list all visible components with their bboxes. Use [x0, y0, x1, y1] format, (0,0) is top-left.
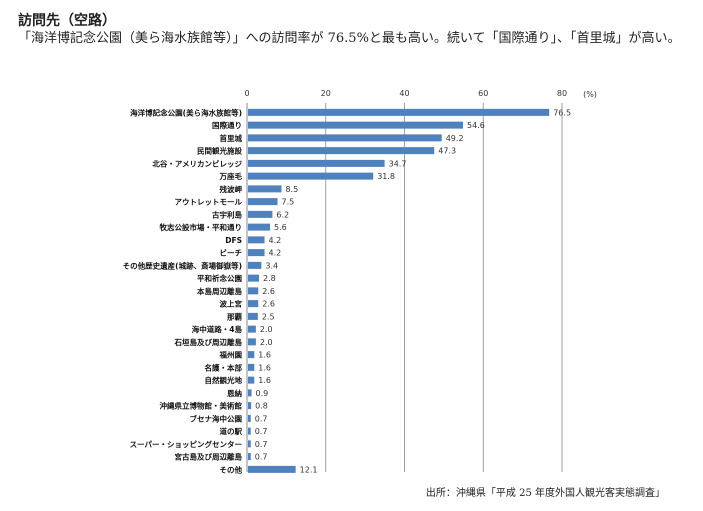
category-label: 国際通り — [212, 120, 242, 130]
category-label: 道の駅 — [220, 426, 243, 436]
data-label: 2.6 — [262, 287, 275, 296]
category-label: 牧志公設市場・平和通り — [160, 222, 243, 232]
bar — [248, 198, 278, 206]
data-label: 49.2 — [446, 134, 464, 143]
category-label: 残波岬 — [220, 184, 243, 194]
bar — [248, 414, 251, 422]
category-label: ブセナ海中公園 — [190, 413, 243, 423]
category-label: 民間観光施設 — [197, 146, 242, 156]
data-label: 0.7 — [255, 440, 268, 449]
category-label: 古宇利島 — [212, 209, 242, 219]
data-label: 8.5 — [285, 185, 298, 194]
category-label: その他 — [220, 464, 243, 474]
category-label: 恩納 — [227, 388, 242, 398]
category-label: 波上宮 — [220, 299, 243, 309]
data-label: 2.8 — [263, 274, 276, 283]
bar — [248, 147, 435, 155]
bar — [248, 121, 463, 129]
bar — [248, 325, 256, 333]
data-label: 6.2 — [276, 210, 289, 219]
bar — [248, 134, 442, 142]
bar — [248, 300, 259, 308]
data-label: 0.7 — [255, 414, 268, 423]
bar — [248, 185, 282, 193]
data-label: 4.2 — [269, 249, 282, 258]
unit-label: (%) — [583, 90, 597, 99]
bar — [248, 261, 262, 269]
data-label: 5.6 — [274, 223, 287, 232]
bar — [248, 249, 265, 257]
data-label: 2.0 — [260, 325, 273, 334]
bar — [248, 236, 265, 244]
data-label: 31.8 — [377, 172, 395, 181]
data-label: 54.6 — [467, 121, 485, 130]
data-label: 34.7 — [389, 159, 407, 168]
category-label: 本島周辺離島 — [196, 286, 242, 296]
data-label: 7.5 — [282, 198, 295, 207]
category-label: 自然観光地 — [205, 375, 243, 385]
data-label: 4.2 — [269, 236, 282, 245]
x-tick-label: 80 — [557, 89, 567, 98]
bar — [248, 453, 251, 461]
category-label: 福州園 — [219, 350, 243, 360]
bar — [248, 389, 252, 397]
data-label: 2.0 — [260, 338, 273, 347]
bar — [248, 287, 259, 295]
data-label: 47.3 — [438, 147, 456, 156]
description: 「海洋博記念公園（美ら海水族館等）」への訪問率が 76.5%と最も高い。続いて「… — [18, 31, 681, 46]
x-tick-label: 60 — [478, 89, 488, 98]
bar — [248, 312, 258, 320]
category-label: その他歴史遺産(城跡、斎場御嶽等) — [123, 260, 242, 270]
bar — [248, 210, 273, 218]
bar — [248, 402, 252, 410]
category-label: 万座毛 — [219, 171, 243, 181]
data-label: 2.6 — [262, 300, 275, 309]
bar — [248, 440, 251, 448]
data-label: 0.7 — [255, 453, 268, 462]
data-label: 2.5 — [262, 312, 275, 321]
category-label: 沖縄県立博物館・美術館 — [160, 401, 243, 411]
bar — [248, 427, 251, 435]
category-label: 海中道路・4島 — [192, 324, 243, 334]
data-label: 1.6 — [258, 363, 271, 372]
category-label: 首里城 — [220, 133, 243, 143]
category-label: 那覇 — [227, 312, 242, 321]
bar — [248, 376, 255, 384]
category-label: 名護・本部 — [205, 362, 243, 372]
category-label: DFS — [225, 236, 242, 245]
bar — [248, 159, 385, 167]
bar — [248, 351, 255, 359]
category-label: 宮古島及び周辺離島 — [175, 452, 243, 462]
data-label: 0.8 — [255, 402, 268, 411]
x-tick-label: 0 — [244, 89, 249, 98]
x-tick-label: 40 — [399, 89, 409, 98]
category-label: スーパー・ショッピングセンター — [130, 439, 242, 449]
data-label: 0.7 — [255, 427, 268, 436]
bar — [248, 172, 374, 180]
section-title: 訪問先（空路） — [18, 13, 116, 29]
category-label: 海洋博記念公園(美ら海水族館等) — [130, 107, 242, 117]
x-tick-label: 20 — [321, 89, 331, 98]
data-label: 1.6 — [258, 351, 271, 360]
category-label: アウトレットモール — [175, 198, 243, 207]
data-label: 12.1 — [300, 465, 318, 474]
data-label: 1.6 — [258, 376, 271, 385]
bar — [248, 363, 255, 371]
category-label: 北谷・アメリカンビレッジ — [152, 158, 242, 168]
bar — [248, 223, 271, 231]
bar — [248, 465, 296, 473]
data-label: 0.9 — [256, 389, 269, 398]
category-label: ビーチ — [220, 248, 243, 258]
bar — [248, 338, 256, 346]
bar — [248, 274, 260, 282]
bar — [248, 108, 550, 116]
source-note: 出所：沖縄県「平成 25 年度外国人観光客実態調査」 — [425, 488, 665, 499]
data-label: 3.4 — [265, 261, 278, 270]
data-label: 76.5 — [553, 108, 571, 117]
category-label: 石垣島及び周辺離島 — [174, 337, 243, 347]
category-label: 平和祈念公園 — [197, 273, 242, 283]
